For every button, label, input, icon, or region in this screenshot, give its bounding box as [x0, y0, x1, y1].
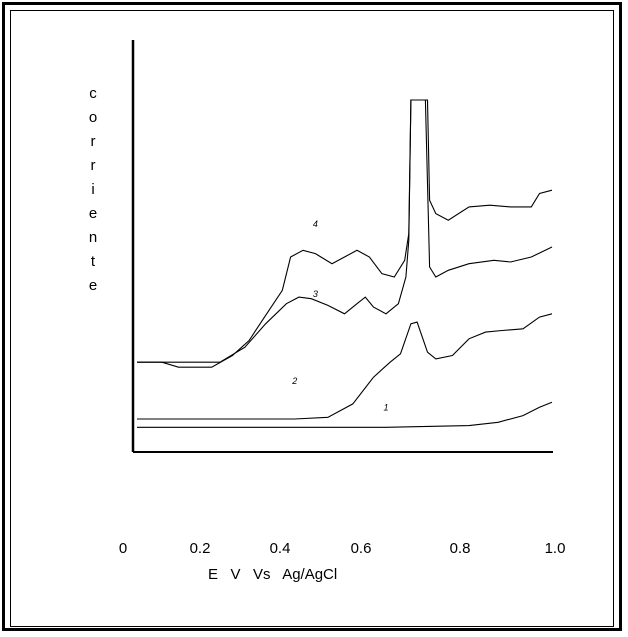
series-line-2 — [137, 313, 553, 420]
outer-frame — [2, 2, 622, 631]
x-tick-labels: 0 0.2 0.4 0.6 0.8 1.0 — [119, 540, 566, 557]
x-tick-label: 0.6 — [351, 540, 372, 557]
y-axis-label-letter: e — [89, 205, 97, 222]
x-tick-label: 0.8 — [450, 540, 471, 557]
y-axis-label-letter: c — [89, 85, 97, 102]
series-label-2: 2 — [291, 376, 297, 386]
series-line-1 — [137, 401, 553, 428]
y-axis-label-letter: r — [91, 133, 96, 150]
y-axis-label-letter: e — [89, 277, 97, 294]
x-axis-label: E V Vs Ag/AgCl — [208, 566, 337, 583]
y-axis-label-letter: r — [91, 157, 96, 174]
series-label-1: 1 — [383, 403, 388, 413]
y-axis-label-letter: n — [89, 229, 97, 246]
x-tick-label: 0.4 — [270, 540, 291, 557]
y-axis-label-letter: i — [91, 181, 94, 198]
series-labels: 1 2 3 4 — [291, 219, 388, 413]
x-tick-label: 0 — [119, 540, 127, 557]
inner-frame — [10, 10, 614, 627]
series-curves — [137, 99, 553, 428]
y-axis-label-letter: t — [91, 253, 96, 270]
x-tick-label: 0.2 — [190, 540, 211, 557]
y-axis-label-letter: o — [89, 109, 97, 126]
x-tick-label: 1.0 — [545, 540, 566, 557]
series-label-4: 4 — [313, 219, 318, 229]
series-line-4 — [137, 99, 553, 368]
series-label-3: 3 — [313, 289, 318, 299]
series-line-3 — [137, 99, 553, 363]
